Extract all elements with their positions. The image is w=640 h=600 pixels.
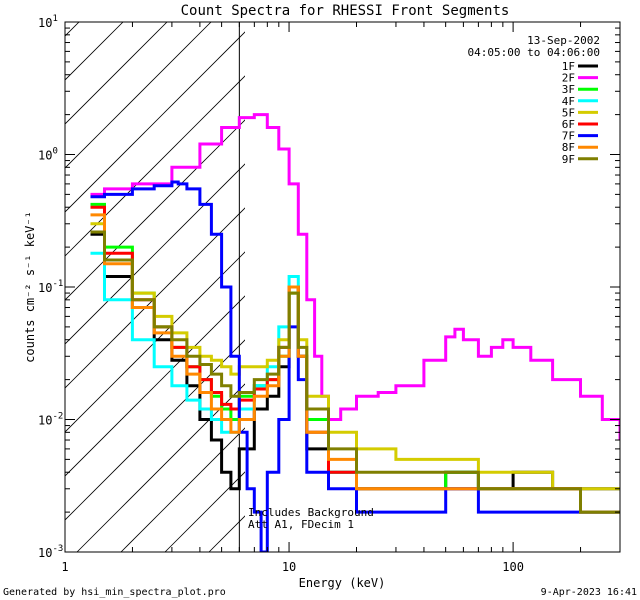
hatch-line xyxy=(65,251,245,433)
time-range-label: 04:05:00 to 04:06:00 xyxy=(468,46,600,59)
series-7F xyxy=(90,180,620,552)
hatch-line xyxy=(65,163,245,345)
footer-date: 9-Apr-2023 16:41 xyxy=(541,587,637,598)
x-tick-label: 10 xyxy=(282,560,296,574)
legend-label: 4F xyxy=(562,95,575,108)
plot-frame xyxy=(64,21,621,553)
legend-label: 8F xyxy=(562,141,575,154)
legend-label: 9F xyxy=(562,153,575,166)
hatch-line xyxy=(208,515,245,552)
legend-label: 5F xyxy=(562,106,575,119)
hatch-line xyxy=(65,295,245,477)
x-tick-label: 100 xyxy=(502,560,524,574)
hatch-line xyxy=(253,0,640,552)
legend-label: 7F xyxy=(562,130,575,143)
hatch-line xyxy=(65,207,245,389)
y-tick-label: 10-2 xyxy=(38,412,63,428)
y-tick-label: 10-3 xyxy=(38,544,63,560)
hatch-line xyxy=(65,119,245,301)
hatch-line xyxy=(65,339,245,521)
hatch-line xyxy=(65,22,80,37)
x-axis-label: Energy (keV) xyxy=(299,576,386,590)
hatch-line xyxy=(65,22,168,125)
x-tick-label: 1 xyxy=(61,560,68,574)
hatch-line xyxy=(76,383,245,552)
y-tick-label: 10-1 xyxy=(38,279,63,295)
hatch-line xyxy=(65,22,212,169)
hatched-region xyxy=(65,0,640,552)
legend-label: 2F xyxy=(562,72,575,85)
annotation-background: Includes Background xyxy=(248,506,374,519)
hatch-line xyxy=(120,427,245,552)
date-label: 13-Sep-2002 xyxy=(527,34,600,47)
y-tick-label: 100 xyxy=(38,147,58,163)
footer-generated-by: Generated by hsi_min_spectra_plot.pro xyxy=(3,587,226,598)
hatch-line xyxy=(65,75,245,257)
hatch-line xyxy=(65,31,245,213)
y-axis-label: counts cm⁻² s⁻¹ keV⁻¹ xyxy=(23,211,37,363)
annotation-attenuator: Att A1, FDecim 1 xyxy=(248,518,354,531)
y-tick-label: 101 xyxy=(38,14,58,30)
chart-title: Count Spectra for RHESSI Front Segments xyxy=(181,3,510,19)
series-2F xyxy=(90,113,620,440)
hatch-line xyxy=(297,0,640,552)
series-9F xyxy=(90,230,620,514)
series-5F xyxy=(90,222,620,491)
legend-label: 1F xyxy=(562,60,575,73)
legend-label: 6F xyxy=(562,118,575,131)
legend-label: 3F xyxy=(562,83,575,96)
